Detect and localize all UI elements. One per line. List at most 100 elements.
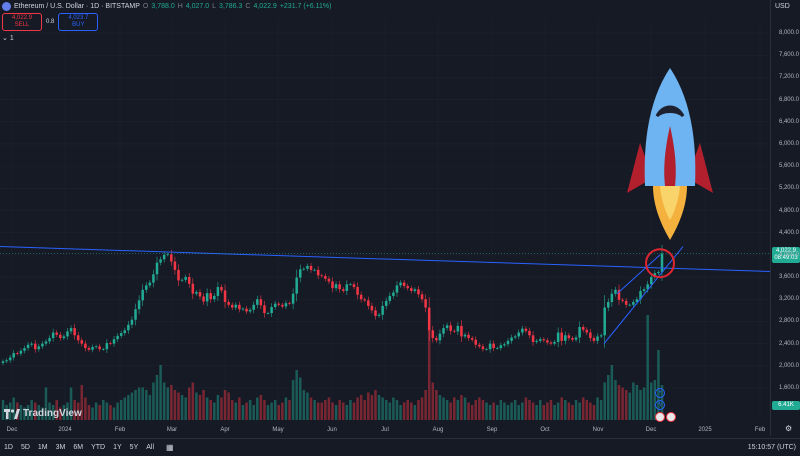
chevron-down-icon: ⌄: [2, 35, 8, 42]
candle-body: [349, 284, 352, 286]
volume-bar: [98, 405, 101, 420]
candle-body: [438, 333, 442, 341]
volume-bar: [560, 397, 563, 420]
candle-body: [621, 299, 624, 301]
volume-bar: [109, 405, 112, 420]
time-axis[interactable]: Dec 2024 Feb Mar Apr May Jun Jul Aug Sep Oct Nov Dec…: [0, 420, 770, 436]
candle-body: [102, 349, 105, 350]
time-tick-label: May: [272, 427, 284, 433]
timeframe-button-1m[interactable]: 1M: [37, 444, 48, 451]
candle-body: [130, 319, 134, 325]
volume-bar: [30, 400, 33, 420]
volume-bar: [642, 387, 646, 420]
candle-body: [521, 328, 524, 333]
volume-bar: [495, 405, 499, 420]
volume-bar: [646, 315, 649, 420]
time-tick-label: Jul: [381, 427, 389, 433]
event-flag-icon[interactable]: [655, 412, 665, 422]
candle-body: [320, 275, 324, 277]
volume-bar: [80, 385, 84, 420]
volume-bar: [59, 407, 62, 420]
buy-button[interactable]: 4,023.7 BUY: [58, 13, 99, 31]
price-tick-label: 8,000.0: [778, 30, 799, 36]
price-tick-label: 6,800.0: [778, 96, 799, 103]
volume-bar: [406, 400, 409, 420]
price-axis[interactable]: USD 4,022.9 08:49:03 6.41K ⚙ 8,000.0 7,60…: [770, 0, 800, 436]
price-tick-label: 2,000.0: [778, 362, 799, 369]
symbol-title[interactable]: Ethereum / U.S. Dollar · 1D · BITSTAMP: [14, 3, 140, 10]
add-indicator-icon[interactable]: +: [655, 388, 665, 398]
candle-body: [571, 338, 574, 340]
price-tick-label: 1,600.0: [778, 385, 799, 391]
chart-area[interactable]: Ethereum / U.S. Dollar · 1D · BITSTAMP O…: [0, 0, 770, 436]
currency-label[interactable]: USD: [775, 3, 790, 10]
candle-body: [1, 361, 5, 364]
sell-button[interactable]: 4,022.9 SELL: [2, 13, 42, 31]
candle-body: [635, 299, 639, 303]
candle-body: [55, 332, 58, 335]
lightning-icon[interactable]: ϟ: [655, 400, 665, 410]
candle-body: [592, 338, 596, 341]
timeframe-button-3m[interactable]: 3M: [55, 444, 66, 451]
volume-bar: [635, 385, 639, 420]
candle-body: [406, 285, 409, 289]
candle-body: [26, 344, 30, 349]
candle-body: [94, 346, 98, 348]
volume-bar: [413, 405, 417, 420]
volume-bar: [148, 395, 152, 420]
timeframe-button-ytd[interactable]: YTD: [91, 444, 106, 451]
volume-bar: [578, 402, 581, 420]
volume-bar: [427, 320, 431, 420]
volume-bar: [571, 405, 574, 420]
timeframe-button-5d[interactable]: 5D: [20, 444, 30, 451]
price-chart[interactable]: [0, 0, 770, 436]
change-value: +231.7 (+6.11%): [279, 3, 332, 10]
candle-body: [467, 334, 470, 339]
volume-bar: [431, 382, 435, 420]
volume-bar: [23, 407, 26, 420]
volume-bar: [94, 402, 98, 420]
calendar-icon[interactable]: ▦: [166, 443, 174, 452]
price-tick-label: 6,000.0: [778, 140, 799, 147]
volume-bar: [234, 402, 238, 420]
volume-bar: [202, 390, 205, 420]
volume-bar: [517, 405, 520, 420]
candle-body: [123, 330, 127, 334]
candle-body: [327, 278, 331, 282]
open-value: 3,788.0: [151, 3, 175, 10]
volume-bar: [596, 397, 599, 420]
candle-body: [528, 330, 531, 336]
volume-bar: [370, 395, 374, 420]
volume-bar: [8, 402, 12, 420]
volume-bar: [334, 405, 338, 420]
volume-bar: [55, 400, 58, 420]
volume-bar: [363, 400, 366, 420]
rocket-icon: [627, 68, 713, 240]
candle-body: [51, 332, 55, 339]
indicators-toggle[interactable]: ⌄ 1: [2, 34, 14, 43]
volume-bar: [273, 400, 277, 420]
timeframe-button-all[interactable]: All: [146, 444, 155, 451]
candle-body: [556, 332, 560, 342]
candle-body: [8, 357, 12, 361]
volume-bar: [116, 402, 119, 420]
clock-readout[interactable]: 15:10:57 (UTC): [747, 444, 796, 451]
event-flag-icon[interactable]: [666, 412, 676, 422]
timeframe-button-6m[interactable]: 6M: [73, 444, 84, 451]
timeframe-button-1d[interactable]: 1D: [4, 444, 13, 451]
candle-body: [227, 302, 230, 305]
candle-body: [607, 302, 610, 308]
candle-body: [338, 284, 341, 290]
gear-icon[interactable]: ⚙: [785, 424, 793, 433]
candle-body: [33, 343, 37, 350]
volume-bar: [449, 402, 452, 420]
candle-body: [238, 304, 241, 310]
tradingview-logo[interactable]: TradingView: [4, 408, 82, 419]
volume-bar: [302, 390, 306, 420]
candle-body: [427, 307, 431, 331]
candle-body: [284, 303, 288, 307]
candle-body: [145, 285, 148, 290]
candle-body: [653, 273, 657, 278]
timeframe-button-5y[interactable]: 5Y: [129, 444, 139, 451]
timeframe-button-1y[interactable]: 1Y: [113, 444, 122, 451]
